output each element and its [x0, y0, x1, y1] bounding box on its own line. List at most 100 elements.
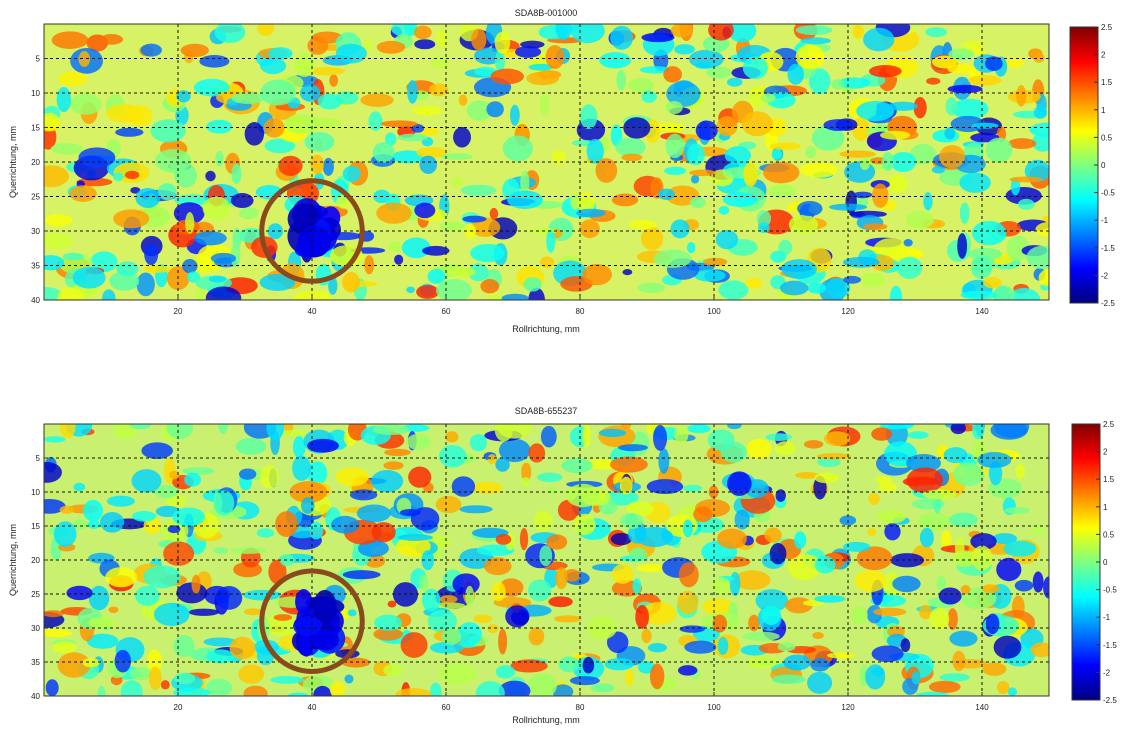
heatmap-blob [363, 39, 373, 51]
heatmap-blob [297, 225, 331, 258]
colorbar-tick-label: -2.5 [1103, 696, 1117, 705]
heatmap-blob [909, 143, 936, 165]
heatmap-blob [892, 575, 921, 593]
heatmap-blob [640, 227, 664, 251]
heatmap-blob [129, 666, 153, 681]
heatmap-blob [649, 663, 665, 690]
colorbar-tick-label: 1.5 [1101, 78, 1113, 87]
heatmap-blob [797, 200, 823, 217]
heatmap-blob [670, 219, 690, 239]
x-tick-label: 80 [576, 307, 585, 316]
heatmap-blob [44, 233, 74, 250]
heatmap-blob [460, 184, 497, 196]
heatmap-blob [619, 476, 633, 495]
heatmap-blob [888, 101, 918, 111]
heatmap-blob [380, 120, 418, 128]
heatmap-blob [880, 130, 911, 140]
heatmap-blob [868, 493, 880, 505]
heatmap-blob [419, 574, 429, 591]
heatmap-blob [768, 184, 797, 199]
colorbar-tick-label: -1 [1101, 216, 1109, 225]
colorbar-tick-label: -1.5 [1101, 244, 1115, 253]
heatmap-blob [135, 585, 160, 606]
heatmap-blob [769, 543, 787, 565]
heatmap-blob [83, 499, 103, 522]
heatmap-blob [465, 585, 475, 607]
heatmap-blob [136, 272, 155, 297]
heatmap-blob [260, 57, 287, 75]
heatmap-blob [387, 600, 397, 608]
heatmap-blob [113, 209, 150, 229]
heatmap-blob [907, 431, 929, 439]
y-tick-label: 40 [31, 296, 40, 305]
heatmap-blob [440, 153, 473, 160]
heatmap-blob [928, 680, 961, 693]
heatmap-blob [113, 424, 137, 440]
heatmap-blob [203, 637, 237, 647]
heatmap-blob [438, 445, 467, 468]
heatmap-blob [427, 269, 446, 284]
heatmap-blob [307, 36, 329, 55]
chart-title: SDA8B-001000 [515, 8, 578, 18]
heatmap-blob [788, 214, 819, 235]
heatmap-blob [636, 563, 667, 573]
x-tick-label: 40 [308, 703, 317, 712]
colorbar-gradient [1071, 423, 1101, 701]
heatmap-blob [642, 601, 677, 626]
heatmap-blob [462, 215, 487, 223]
heatmap-blob [311, 598, 345, 615]
heatmap-blob [780, 280, 809, 296]
heatmap-blob [884, 523, 901, 541]
heatmap-blob [552, 684, 574, 696]
heatmap-blob [430, 55, 450, 69]
heatmap-blob [852, 24, 865, 39]
heatmap-blob [120, 680, 143, 696]
x-tick-label: 80 [576, 703, 585, 712]
heatmap-blob [563, 568, 581, 582]
heatmap-blob [718, 280, 749, 300]
heatmap-blob [73, 482, 86, 492]
heatmap-blob [100, 512, 125, 533]
heatmap-blob [707, 429, 735, 451]
heatmap-blob [684, 640, 717, 654]
heatmap-blob [453, 126, 471, 148]
heatmap-blob [885, 424, 908, 447]
x-tick-label: 100 [707, 307, 721, 316]
heatmap-blob [384, 448, 411, 457]
heatmap-blob [88, 617, 116, 629]
heatmap-blob [794, 531, 807, 549]
heatmap-blob [618, 444, 648, 452]
y-tick-label: 25 [31, 193, 40, 202]
x-tick-label: 120 [841, 703, 855, 712]
heatmap-blob [50, 143, 84, 155]
heatmap-blob [153, 602, 190, 627]
heatmap-blob [620, 424, 632, 430]
heatmap-blob [56, 86, 71, 113]
heatmap-blob [430, 641, 464, 654]
heatmap-blob [438, 663, 476, 685]
heatmap-blob [429, 682, 442, 696]
heatmap-blob [59, 424, 76, 439]
heatmap-blob [295, 589, 313, 615]
heatmap-blob [191, 574, 201, 594]
heatmap-blob [872, 183, 889, 208]
heatmap-blob [616, 70, 627, 91]
heatmap-blob [414, 202, 436, 219]
colorbar-tick-label: -2.5 [1101, 299, 1115, 308]
heatmap-blob [1015, 463, 1026, 479]
heatmap-blob [787, 554, 822, 581]
heatmap-blob [59, 505, 74, 514]
heatmap-blob [952, 550, 978, 567]
heatmap-blob [712, 577, 730, 595]
heatmap-blob [476, 544, 515, 557]
heatmap-blob [473, 614, 493, 623]
heatmap-blob [372, 142, 395, 163]
heatmap-blob [416, 147, 448, 158]
x-tick-label: 40 [308, 307, 317, 316]
heatmap-blob [347, 609, 357, 617]
heatmap-blob [215, 151, 224, 167]
heatmap-cells [44, 24, 1049, 300]
heatmap-chart-1: SDA8B-001000 20 40 60 80 100 120 140 510152025… [8, 8, 1115, 334]
heatmap-blob [663, 66, 682, 83]
heatmap-blob [579, 219, 600, 239]
